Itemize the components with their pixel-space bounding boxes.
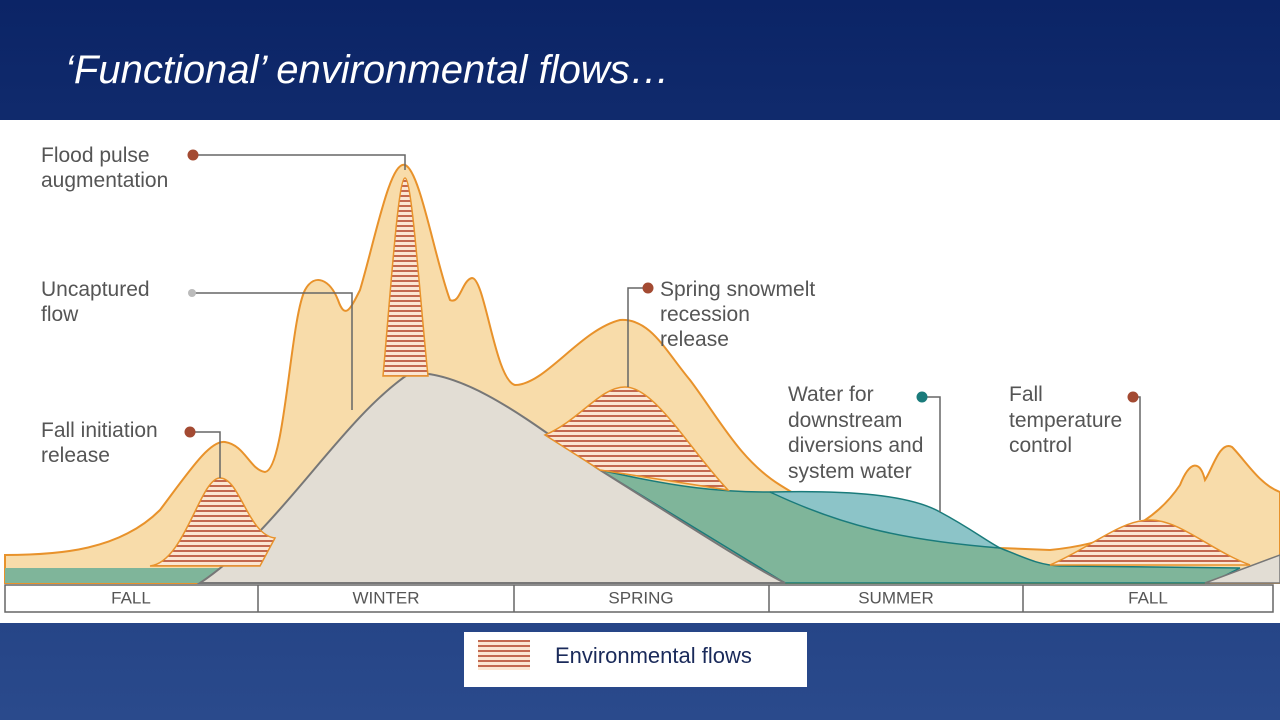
leader-dot <box>916 391 928 403</box>
season-label: SUMMER <box>858 588 934 607</box>
env-flow-pulse <box>1049 519 1251 566</box>
annotation: downstream <box>788 409 902 432</box>
annotation: diversions and <box>788 434 923 457</box>
annotation: temperature <box>1009 409 1122 432</box>
season-label: FALL <box>111 588 151 607</box>
leader-dot <box>642 282 654 294</box>
annotation: release <box>41 444 110 467</box>
leader-dot <box>187 149 199 161</box>
leader-dot <box>1127 391 1139 403</box>
annotation: recession <box>660 303 750 326</box>
season-bar <box>4 584 1274 613</box>
leader-line <box>922 396 941 512</box>
annotation: release <box>660 328 729 351</box>
leader-dot <box>188 289 196 297</box>
leader-line <box>627 287 648 387</box>
slide-title: ‘Functional’ environmental flows… <box>65 48 670 92</box>
env-flow-pulse <box>382 177 429 377</box>
annotation: Uncaptured <box>41 278 150 301</box>
captured-flow <box>196 371 786 584</box>
annotation: Fall initiation <box>41 419 158 442</box>
season-label: WINTER <box>352 588 419 607</box>
leader-line <box>192 292 353 410</box>
annotation: Spring snowmelt <box>660 278 815 301</box>
annotation: Flood pulse <box>41 144 150 167</box>
annotation: control <box>1009 434 1072 457</box>
captured-flow-right <box>1204 554 1280 584</box>
annotation: augmentation <box>41 169 168 192</box>
downstream-water <box>769 490 1001 549</box>
leader-line <box>190 431 221 478</box>
annotation: Water for <box>788 383 874 406</box>
annotation: flow <box>41 303 79 326</box>
env-flow-pulse <box>543 386 731 492</box>
season-dividers <box>257 585 1024 612</box>
annotation: system water <box>788 460 912 483</box>
leader-dot <box>184 426 196 438</box>
legend-swatch <box>478 640 530 670</box>
env-flow-pulse <box>149 477 277 567</box>
season-label: FALL <box>1128 588 1168 607</box>
annotation: Fall <box>1009 383 1043 406</box>
season-label: SPRING <box>608 588 673 607</box>
base-flow <box>5 568 230 583</box>
legend-label: Environmental flows <box>555 643 752 668</box>
leader-line <box>193 154 406 170</box>
